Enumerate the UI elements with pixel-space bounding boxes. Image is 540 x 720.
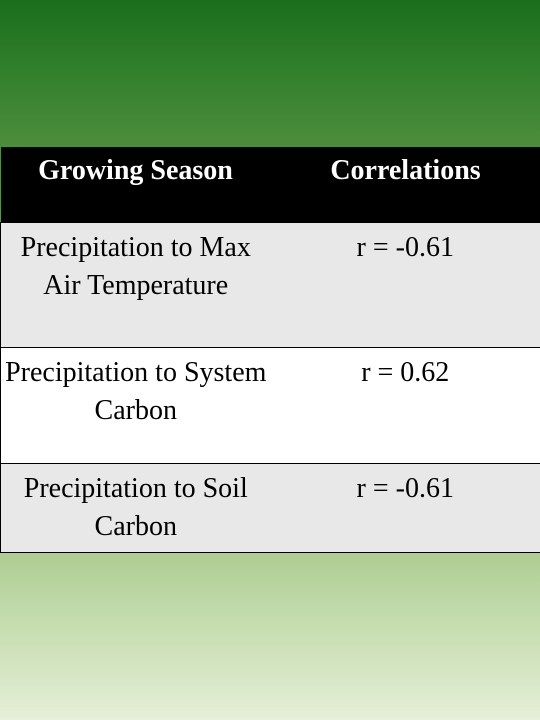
table-row: Precipitation to Max Air Temperature r =… — [0, 221, 540, 348]
table-row: Precipitation to Soil Carbon r = -0.61 — [0, 462, 540, 553]
correlation-cell: r = -0.61 — [270, 462, 540, 553]
header-correlations: Correlations — [270, 147, 540, 222]
variable-cell: Precipitation to System Carbon — [0, 346, 271, 464]
variable-cell: Precipitation to Soil Carbon — [0, 462, 271, 553]
correlation-table: Growing Season Correlations Precipitatio… — [0, 147, 540, 553]
table-header-row: Growing Season Correlations — [0, 147, 540, 222]
header-growing-season: Growing Season — [0, 147, 271, 222]
table-row: Precipitation to System Carbon r = 0.62 — [0, 346, 540, 464]
correlation-cell: r = 0.62 — [270, 346, 540, 464]
variable-cell: Precipitation to Max Air Temperature — [0, 221, 271, 348]
correlation-cell: r = -0.61 — [270, 221, 540, 348]
